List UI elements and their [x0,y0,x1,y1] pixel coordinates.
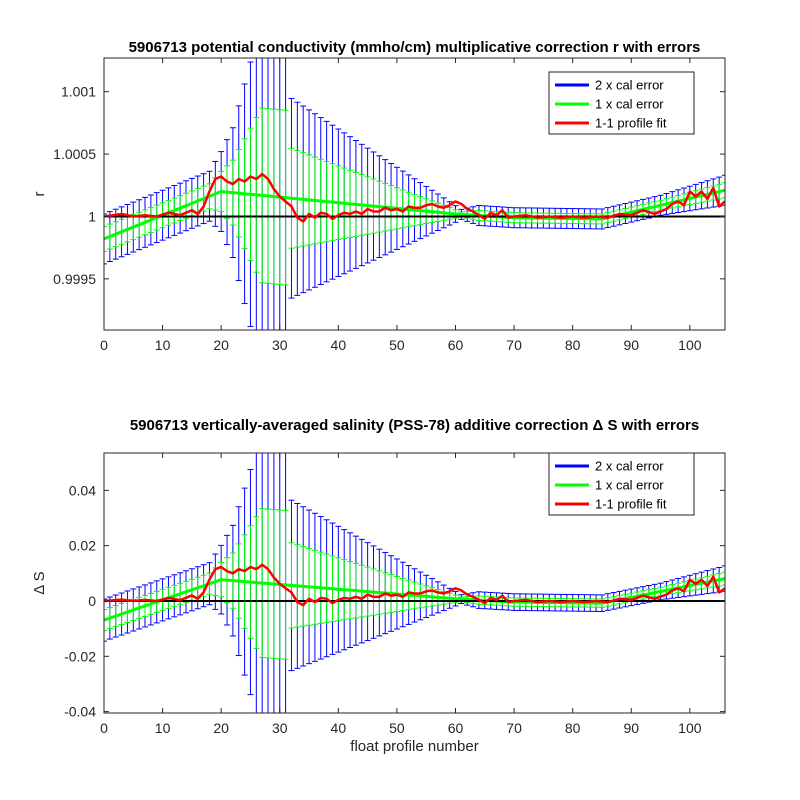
y-tick-label: 0 [88,593,96,609]
legend-label: 2 x cal error [595,78,664,93]
legend-label: 2 x cal error [595,459,664,474]
x-tick-label: 90 [623,337,639,353]
x-tick-label: 0 [100,337,108,353]
y-axis-label: r [31,192,48,197]
legend-label: 1-1 profile fit [595,116,667,131]
legend: 2 x cal error 1 x cal error 1-1 profile fi… [548,452,695,516]
x-tick-label: 20 [213,720,229,736]
x-tick-label: 50 [389,337,405,353]
x-tick-label: 40 [331,337,347,353]
plot-content [104,58,725,330]
x-tick-label: 0 [100,720,108,736]
legend-label: 1 x cal error [595,478,664,493]
x-tick-label: 30 [272,720,288,736]
x-tick-label: 100 [678,337,702,353]
profile-fit-line [104,172,725,223]
y-tick-label: 0.02 [69,538,96,554]
chart-title: 5906713 potential conductivity (mmho/cm)… [129,39,701,56]
plot-content [104,453,725,713]
y-tick-label: 0.04 [69,482,96,498]
y-tick-label: 1 [88,208,96,224]
x-tick-label: 20 [213,337,229,353]
x-tick-label: 30 [272,337,288,353]
x-tick-label: 10 [155,337,171,353]
y-tick-label: 1.0005 [53,146,96,162]
x-tick-label: 100 [678,720,702,736]
x-tick-label: 50 [389,720,405,736]
x-tick-label: 60 [448,720,464,736]
x-tick-label: 10 [155,720,171,736]
profile-fit-line [104,563,725,607]
chart-title: 5906713 vertically-averaged salinity (PS… [130,417,699,434]
x-tick-label: 70 [506,720,522,736]
legend: 2 x cal error 1 x cal error 1-1 profile fi… [548,71,695,135]
y-tick-label: -0.02 [64,648,96,664]
y-tick-label: 1.001 [61,84,96,100]
axes-box [103,57,726,331]
x-tick-label: 60 [448,337,464,353]
x-tick-label: 40 [331,720,347,736]
x-tick-label: 80 [565,720,581,736]
y-tick-label: 0.9995 [53,271,96,287]
y-tick-label: -0.04 [64,704,96,720]
x-tick-label: 90 [623,720,639,736]
x-tick-label: 70 [506,337,522,353]
y-axis-label: Δ S [31,571,48,594]
legend-label: 1 x cal error [595,97,664,112]
top-chart-panel: 0 10 20 30 40 50 60 70 80 90 100 0.9995 1 1.0005 1.001… [31,39,726,353]
axes-box [103,452,726,714]
legend-label: 1-1 profile fit [595,497,667,512]
bottom-chart-panel: 0 10 20 30 40 50 60 70 80 90 100 -0.04 -0.02 0 0.02 0.0… [31,417,726,755]
x-tick-label: 80 [565,337,581,353]
x-axis-label: float profile number [350,738,478,755]
